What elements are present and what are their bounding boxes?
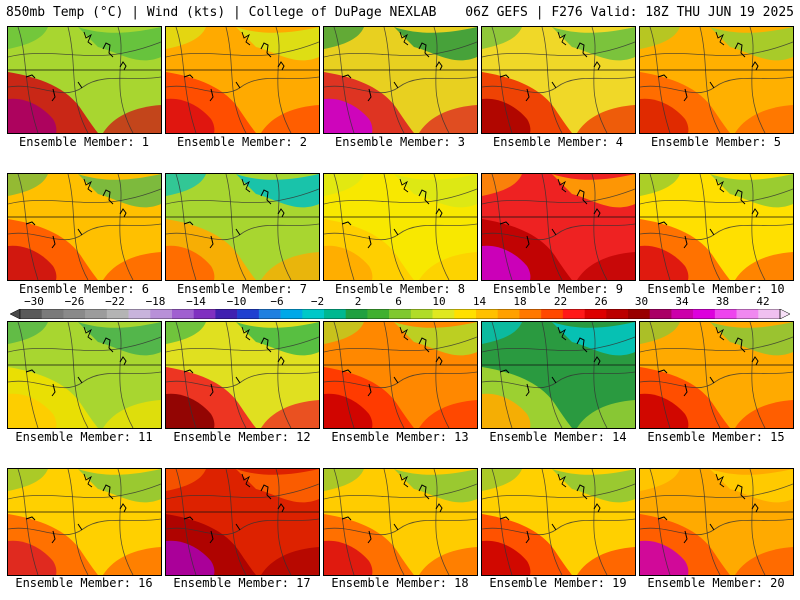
colorbar-tick-label: 26 [594, 295, 608, 308]
colorbar-tick-label: −14 [186, 295, 206, 308]
ensemble-member-label: Ensemble Member: 13 [331, 430, 469, 444]
ensemble-member-map [481, 173, 636, 281]
ensemble-member-label: Ensemble Member: 18 [331, 576, 469, 590]
ensemble-member-map [639, 26, 794, 134]
ensemble-member-map [7, 321, 162, 429]
ensemble-member-map [481, 321, 636, 429]
ensemble-member-map [323, 173, 478, 281]
ensemble-member-label: Ensemble Member: 9 [492, 282, 624, 296]
header-title-right: 06Z GEFS | F276 Valid: 18Z THU JUN 19 20… [465, 5, 794, 20]
colorbar-tick-label: −18 [145, 295, 166, 308]
colorbar-tick-label: 18 [513, 295, 527, 308]
colorbar-tick-label: −22 [105, 295, 125, 308]
ensemble-member-map [481, 26, 636, 134]
ensemble-member-map [639, 173, 794, 281]
ensemble-member-map [639, 468, 794, 576]
ensemble-member-map [7, 468, 162, 576]
ensemble-member-label: Ensemble Member: 11 [15, 430, 153, 444]
ensemble-member-map [323, 321, 478, 429]
colorbar-tick-label: −2 [310, 295, 325, 308]
colorbar-tick-label: 38 [715, 295, 730, 308]
ensemble-member-label: Ensemble Member: 15 [647, 430, 785, 444]
colorbar-tick-label: 42 [756, 295, 770, 308]
colorbar-tick-label: 14 [472, 295, 487, 308]
colorbar-tick-label: 6 [395, 295, 402, 308]
ensemble-member-label: Ensemble Member: 10 [647, 282, 785, 296]
ensemble-member-label: Ensemble Member: 5 [650, 135, 782, 149]
header-title-left: 850mb Temp (°C) | Wind (kts) | College o… [6, 5, 437, 20]
ensemble-member-map [165, 26, 320, 134]
ensemble-member-map [165, 173, 320, 281]
colorbar-tick-label: 30 [634, 295, 649, 308]
ensemble-member-map [323, 26, 478, 134]
ensemble-member-label: Ensemble Member: 14 [489, 430, 627, 444]
colorbar-tick-label: −26 [64, 295, 85, 308]
ensemble-member-label: Ensemble Member: 17 [173, 576, 311, 590]
ensemble-member-map [165, 321, 320, 429]
ensemble-member-map [7, 173, 162, 281]
ensemble-member-map [323, 468, 478, 576]
ensemble-member-map [7, 26, 162, 134]
colorbar-tick-label: −6 [270, 295, 284, 308]
ensemble-member-label: Ensemble Member: 1 [18, 135, 150, 149]
ensemble-member-map [481, 468, 636, 576]
colorbar-tick-label: 34 [675, 295, 689, 308]
temperature-colorbar [10, 309, 790, 319]
ensemble-member-label: Ensemble Member: 20 [647, 576, 785, 590]
colorbar-tick-label: 22 [553, 295, 568, 308]
colorbar-tick-label: −30 [24, 295, 44, 308]
ensemble-member-label: Ensemble Member: 2 [176, 135, 308, 149]
ensemble-member-label: Ensemble Member: 19 [489, 576, 627, 590]
ensemble-member-label: Ensemble Member: 16 [15, 576, 153, 590]
ensemble-member-label: Ensemble Member: 3 [334, 135, 466, 149]
ensemble-member-label: Ensemble Member: 4 [492, 135, 624, 149]
ensemble-member-map [639, 321, 794, 429]
ensemble-member-label: Ensemble Member: 6 [18, 282, 150, 296]
ensemble-member-label: Ensemble Member: 8 [334, 282, 466, 296]
colorbar-tick-label: −10 [226, 295, 247, 308]
colorbar-tick-labels: −30 −26 −22 −18 −14 −10 −6 −2 2 6 10 14 18 22 26 30 34 38… [0, 296, 800, 309]
ensemble-member-map [165, 468, 320, 576]
colorbar-tick-label: 2 [354, 295, 362, 308]
ensemble-member-label: Ensemble Member: 12 [173, 430, 311, 444]
ensemble-member-label: Ensemble Member: 7 [176, 282, 308, 296]
colorbar-tick-label: 10 [432, 295, 446, 308]
